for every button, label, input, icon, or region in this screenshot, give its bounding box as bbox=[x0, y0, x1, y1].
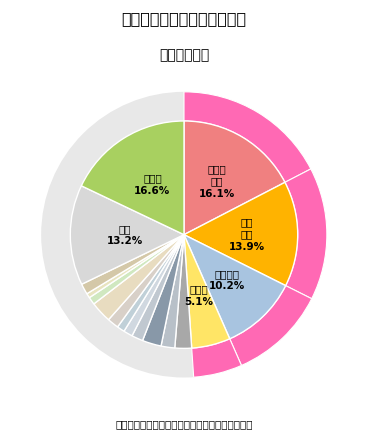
Wedge shape bbox=[94, 235, 184, 320]
Circle shape bbox=[70, 121, 298, 348]
Text: 出典：令和４年国民生活基礎調査（厚生労働省）: 出典：令和４年国民生活基礎調査（厚生労働省） bbox=[115, 420, 253, 430]
Wedge shape bbox=[230, 286, 312, 366]
Wedge shape bbox=[184, 235, 230, 348]
Wedge shape bbox=[87, 235, 184, 298]
Wedge shape bbox=[161, 235, 184, 348]
Wedge shape bbox=[117, 235, 184, 331]
Text: 衰弱
13.2%: 衰弱 13.2% bbox=[107, 224, 143, 246]
Text: 認知症
16.6%: 認知症 16.6% bbox=[134, 173, 170, 196]
Wedge shape bbox=[70, 186, 184, 284]
Wedge shape bbox=[81, 121, 184, 235]
Text: 脳血管
疾患
16.1%: 脳血管 疾患 16.1% bbox=[198, 164, 235, 198]
Wedge shape bbox=[132, 235, 184, 341]
Wedge shape bbox=[184, 182, 298, 286]
Text: 骨折
転倒
13.9%: 骨折 転倒 13.9% bbox=[229, 217, 265, 252]
Wedge shape bbox=[175, 235, 192, 348]
Wedge shape bbox=[184, 235, 286, 339]
Text: 心疾患
5.1%: 心疾患 5.1% bbox=[184, 284, 213, 307]
Wedge shape bbox=[184, 92, 311, 182]
Text: 関節疾患
10.2%: 関節疾患 10.2% bbox=[209, 269, 245, 291]
Wedge shape bbox=[142, 235, 184, 346]
Wedge shape bbox=[109, 235, 184, 327]
Circle shape bbox=[41, 92, 327, 378]
Wedge shape bbox=[285, 169, 327, 299]
Wedge shape bbox=[184, 121, 285, 235]
Wedge shape bbox=[89, 235, 184, 304]
Wedge shape bbox=[192, 339, 241, 377]
Text: （令和４年）: （令和４年） bbox=[159, 48, 209, 62]
Wedge shape bbox=[82, 235, 184, 294]
Text: 介護が必要になった主な原因: 介護が必要になった主な原因 bbox=[121, 11, 247, 26]
Wedge shape bbox=[124, 235, 184, 336]
